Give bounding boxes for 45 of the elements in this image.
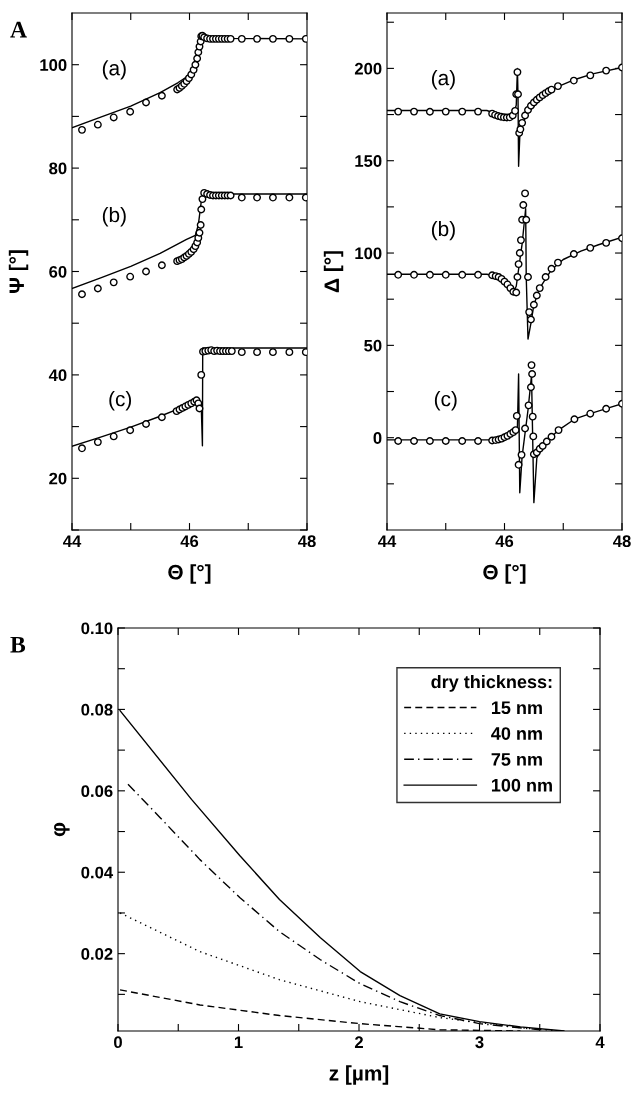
y-tick-label: 100	[40, 59, 67, 71]
x-tick-label: 4	[595, 1036, 605, 1048]
annotation: (a)	[102, 60, 126, 80]
x-tick-label: 44	[62, 535, 82, 547]
x-tick-label: 3	[475, 1036, 484, 1049]
text: A	[10, 21, 27, 38]
x-tick-label: 0	[114, 1036, 122, 1049]
annotation: (c)	[109, 391, 132, 411]
legend-label: 100 nm	[491, 778, 552, 792]
annotation: (b)	[431, 220, 455, 241]
y-tick-label: 200	[354, 62, 382, 75]
y-tick-label: 40	[48, 369, 67, 382]
y-tick-label: 0.08	[81, 703, 113, 716]
y-axis-title: Ψ [°]	[8, 250, 29, 293]
annotation: (c)	[434, 391, 457, 411]
y-tick-label: 0.06	[81, 785, 113, 798]
x-tick-label: 46	[495, 535, 514, 548]
legend-label: 75 nm	[491, 753, 542, 766]
y-tick-label: 100	[355, 247, 382, 260]
y-tick-label: 150	[355, 155, 382, 167]
legend-label: 40 nm	[491, 727, 542, 740]
y-tick-label: 0	[373, 432, 382, 444]
x-axis-title: z [µm]	[329, 1065, 389, 1085]
y-tick-label: 0.04	[81, 866, 114, 879]
y-tick-label: 0.02	[81, 948, 113, 960]
x-tick-label: 2	[354, 1036, 363, 1048]
x-axis-title: Θ [°]	[168, 564, 211, 584]
x-tick-label: 44	[377, 535, 397, 547]
x-tick-label: 48	[612, 535, 631, 548]
x-tick-label: 46	[180, 535, 199, 548]
x-tick-label: 48	[297, 535, 316, 548]
y-tick-label: 0.10	[81, 622, 113, 635]
text: B	[10, 636, 26, 653]
x-tick-label: 1	[234, 1036, 243, 1048]
y-axis-title: Δ [°]	[323, 251, 344, 293]
legend-title: dry thickness:	[431, 674, 552, 692]
y-tick-label: 20	[49, 472, 67, 485]
legend-label: 15 nm	[491, 701, 542, 715]
y-axis-title: φ	[54, 822, 70, 837]
annotation: (a)	[431, 69, 455, 90]
annotation: (b)	[102, 206, 126, 227]
y-tick-label: 60	[49, 265, 67, 278]
y-tick-label: 80	[49, 162, 67, 175]
y-tick-label: 50	[364, 339, 382, 352]
x-axis-title: Θ [°]	[483, 564, 526, 584]
